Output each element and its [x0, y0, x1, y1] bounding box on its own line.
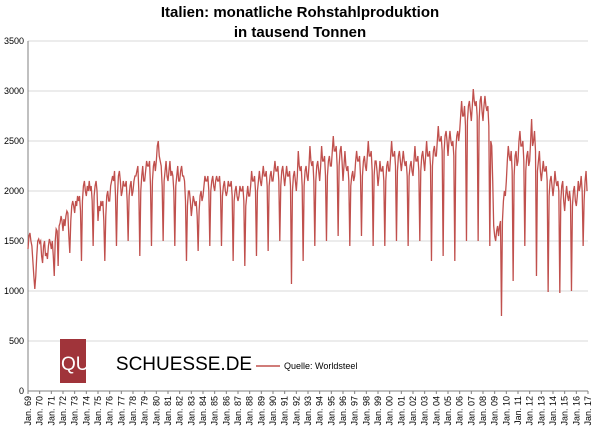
- y-tick-label: 500: [9, 336, 24, 346]
- x-tick-label: Jan. 73: [70, 396, 80, 426]
- y-tick-label: 1000: [4, 286, 24, 296]
- x-tick-label: Jan. 87: [233, 396, 243, 426]
- x-tick-label: Jan. 72: [58, 396, 68, 426]
- x-tick-label: Jan. 74: [81, 396, 91, 426]
- x-tick-label: Jan. 85: [210, 396, 220, 426]
- chart-title-line1: Italien: monatliche Rohstahlproduktion: [161, 4, 439, 21]
- x-tick-label: Jan. 07: [466, 396, 476, 426]
- x-tick-label: Jan. 80: [151, 396, 161, 426]
- legend: Quelle: Worldsteel: [256, 361, 357, 371]
- x-tick-label: Jan. 01: [396, 396, 406, 426]
- y-tick-label: 3500: [4, 36, 24, 46]
- x-tick-label: Jan. 93: [303, 396, 313, 426]
- x-tick-label: Jan. 98: [361, 396, 371, 426]
- x-tick-label: Jan. 81: [163, 396, 173, 426]
- x-tick-label: Jan. 00: [385, 396, 395, 426]
- logo-text-part1: QUER: [61, 354, 116, 375]
- x-tick-label: Jan. 90: [268, 396, 278, 426]
- x-tick-label: Jan. 95: [326, 396, 336, 426]
- x-tick-label: Jan. 99: [373, 396, 383, 426]
- x-tick-label: Jan. 69: [23, 396, 33, 426]
- x-tick-label: Jan. 71: [46, 396, 56, 426]
- x-tick-label: Jan. 11: [513, 396, 523, 425]
- x-tick-label: Jan. 83: [186, 396, 196, 426]
- y-tick-label: 1500: [4, 236, 24, 246]
- legend-label: Quelle: Worldsteel: [284, 361, 357, 371]
- x-tick-label: Jan. 94: [315, 396, 325, 426]
- x-tick-label: Jan. 13: [536, 396, 546, 426]
- x-tick-label: Jan. 76: [105, 396, 115, 426]
- x-tick-label: Jan. 14: [548, 396, 558, 426]
- x-tick-label: Jan. 02: [408, 396, 418, 426]
- x-tick-label: Jan. 82: [175, 396, 185, 426]
- x-tick-label: Jan. 05: [443, 396, 453, 426]
- x-axis-tick-labels: Jan. 69 Jan. 70 Jan. 71 Jan. 72 Jan. 73 Jan. …: [23, 391, 593, 426]
- x-tick-label: Jan. 97: [350, 396, 360, 426]
- chart-title-line2: in tausend Tonnen: [234, 24, 366, 41]
- axes: [27, 41, 588, 392]
- y-axis-tick-labels: 0 500 1000 1500 2000 2500 3000 3500: [4, 36, 24, 396]
- x-tick-label: Jan. 12: [525, 396, 535, 426]
- x-tick-label: Jan. 03: [420, 396, 430, 426]
- x-tick-label: Jan. 15: [560, 396, 570, 426]
- x-tick-label: Jan. 70: [35, 396, 45, 426]
- logo-text: QUERSCHUESSE.DE: [61, 354, 252, 375]
- x-tick-label: Jan. 08: [478, 396, 488, 426]
- y-tick-label: 3000: [4, 86, 24, 96]
- x-tick-label: Jan. 89: [256, 396, 266, 426]
- x-tick-label: Jan. 06: [455, 396, 465, 426]
- series-line: [27, 88, 588, 317]
- x-tick-label: Jan. 16: [571, 396, 581, 426]
- y-tick-label: 2500: [4, 136, 24, 146]
- x-tick-label: Jan. 77: [116, 396, 126, 426]
- x-tick-label: Jan. 10: [501, 396, 511, 426]
- logo: QUERSCHUESSE.DE: [60, 339, 252, 383]
- x-tick-label: Jan. 84: [198, 396, 208, 426]
- x-tick-label: Jan. 88: [245, 396, 255, 426]
- x-tick-label: Jan. 92: [291, 396, 301, 426]
- x-tick-label: Jan. 09: [490, 396, 500, 426]
- x-tick-label: Jan. 04: [431, 396, 441, 426]
- logo-badge: [60, 339, 86, 383]
- x-tick-label: Jan. 96: [338, 396, 348, 426]
- y-tick-label: 2000: [4, 186, 24, 196]
- x-tick-label: Jan. 78: [128, 396, 138, 426]
- x-tick-label: Jan. 86: [221, 396, 231, 426]
- x-tick-label: Jan. 75: [93, 396, 103, 426]
- x-tick-label: Jan. 79: [140, 396, 150, 426]
- gridlines: [28, 40, 588, 392]
- x-tick-label: Jan. 91: [280, 396, 290, 426]
- y-tick-label: 0: [19, 386, 24, 396]
- x-tick-label: Jan. 17: [583, 396, 593, 426]
- logo-text-part2: SCHUESSE.DE: [116, 354, 252, 375]
